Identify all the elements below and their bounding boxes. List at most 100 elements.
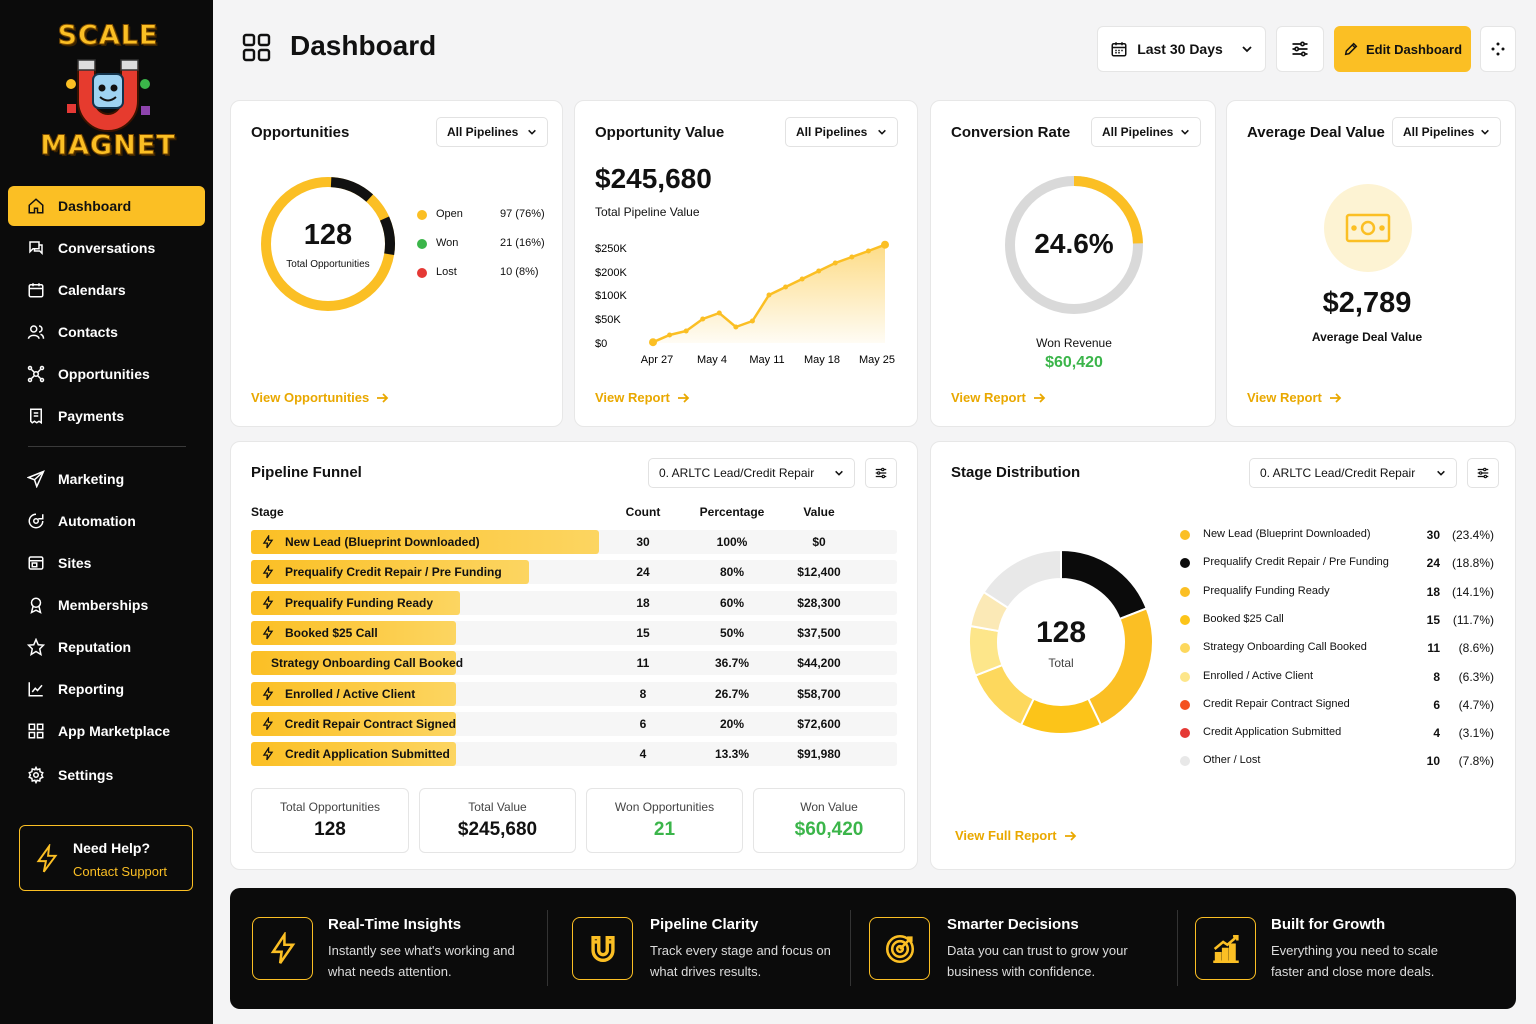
pipeline-filter-select[interactable]: All Pipelines xyxy=(785,117,898,147)
funnel-stage-label: Strategy Onboarding Call Booked xyxy=(271,656,464,671)
magnet-icon-box xyxy=(572,917,633,980)
pipeline-filter-select[interactable]: All Pipelines xyxy=(436,117,548,147)
funnel-row[interactable]: Credit Application Submitted xyxy=(251,742,456,767)
sidebar-item-memberships[interactable]: Memberships xyxy=(8,585,205,625)
data-point xyxy=(649,338,657,347)
legend-count: 18 xyxy=(1426,584,1440,599)
sidebar-item-calendars[interactable]: Calendars xyxy=(8,270,205,310)
sidebar-item-marketing[interactable]: Marketing xyxy=(8,459,205,499)
pipeline-filter-label: All Pipelines xyxy=(447,125,519,139)
stat-won-opportunities: Won Opportunities 21 xyxy=(586,788,743,853)
sidebar-item-automation[interactable]: Automation xyxy=(8,501,205,541)
data-point xyxy=(716,310,722,316)
pipeline-filter-select[interactable]: All Pipelines xyxy=(1091,117,1201,147)
target-icon-box xyxy=(869,917,930,980)
contact-support-link[interactable]: Contact Support xyxy=(73,864,167,879)
pipeline-select[interactable]: 0. ARLTC Lead/Credit Repair xyxy=(648,458,855,488)
funnel-row[interactable]: Enrolled / Active Client xyxy=(251,681,456,706)
sidebar-item-label: Payments xyxy=(58,408,125,424)
col-header-value: Value xyxy=(803,505,835,519)
stage-total-label: Total xyxy=(1048,656,1074,670)
help-box[interactable]: Need Help? Contact Support xyxy=(19,825,193,891)
sidebar-item-dashboard[interactable]: Dashboard xyxy=(8,186,205,226)
x-tick-label: Apr 27 xyxy=(641,354,673,366)
legend-dot xyxy=(1180,614,1190,625)
funnel-stage-label: Booked $25 Call xyxy=(285,625,378,640)
distribution-settings-button[interactable] xyxy=(1467,458,1499,488)
sidebar-item-opportunities[interactable]: Opportunities xyxy=(8,354,205,394)
y-tick-label: $50K xyxy=(595,314,621,326)
pipeline-select[interactable]: 0. ARLTC Lead/Credit Repair xyxy=(1249,458,1457,488)
average-deal-card: Average Deal Value All Pipelines $2,789 … xyxy=(1226,100,1516,427)
funnel-row[interactable]: Credit Repair Contract Signed xyxy=(251,711,456,736)
opportunity-value-card: Opportunity Value All Pipelines $245,680… xyxy=(574,100,918,427)
funnel-count-cell: 6 xyxy=(639,716,647,731)
view-report-link[interactable]: View Report xyxy=(595,390,690,405)
sidebar-item-label: Memberships xyxy=(58,597,149,613)
sidebar-divider xyxy=(28,446,186,447)
col-header-count: Count xyxy=(625,505,661,519)
edit-dashboard-button[interactable]: Edit Dashboard xyxy=(1334,26,1471,72)
pipeline-select-label: 0. ARLTC Lead/Credit Repair xyxy=(1260,466,1416,480)
legend-count: 4 xyxy=(1433,726,1440,741)
link-label: View Report xyxy=(951,390,1026,405)
y-tick-label: $0 xyxy=(595,338,607,350)
funnel-row[interactable]: Strategy Onboarding Call Booked xyxy=(251,651,463,676)
donut-segment xyxy=(379,216,395,256)
more-options-button[interactable] xyxy=(1480,26,1516,72)
card-title: Stage Distribution xyxy=(951,464,1081,481)
legend-count: 10 xyxy=(1426,754,1440,769)
magnet-icon xyxy=(590,935,615,962)
funnel-row[interactable]: Booked $25 Call xyxy=(251,620,456,645)
sidebar-item-label: Opportunities xyxy=(58,366,150,382)
view-opportunities-link[interactable]: View Opportunities xyxy=(251,390,389,405)
view-full-report-link[interactable]: View Full Report xyxy=(955,828,1077,843)
col-header-percentage: Percentage xyxy=(699,505,765,519)
card-title: Conversion Rate xyxy=(951,124,1071,141)
home-icon xyxy=(26,196,46,216)
stage-total: 128 xyxy=(1035,616,1087,649)
bolt-icon xyxy=(262,747,274,761)
growth-chart-icon xyxy=(1212,934,1239,963)
pipeline-filter-label: All Pipelines xyxy=(796,125,868,139)
sidebar-item-contacts[interactable]: Contacts xyxy=(8,312,205,352)
link-label: View Report xyxy=(595,390,670,405)
legend-label: Other / Lost xyxy=(1203,754,1261,767)
stat-label: Won Opportunities xyxy=(614,800,715,814)
sidebar-item-reputation[interactable]: Reputation xyxy=(8,627,205,667)
banner-divider xyxy=(1177,910,1178,986)
funnel-row[interactable]: Prequalify Funding Ready xyxy=(251,590,460,615)
legend-label: Credit Repair Contract Signed xyxy=(1203,697,1350,710)
sidebar-item-payments[interactable]: Payments xyxy=(8,396,205,436)
legend-percent: (3.1%) xyxy=(1458,726,1494,741)
gear-icon xyxy=(26,765,46,785)
legend-label: Booked $25 Call xyxy=(1203,612,1284,625)
legend-label: Credit Application Submitted xyxy=(1203,726,1342,739)
legend-label: Prequalify Credit Repair / Pre Funding xyxy=(1203,556,1389,569)
view-report-link[interactable]: View Report xyxy=(1247,390,1342,405)
pipeline-value-chart: $250K $200K $100K $50K $0 Apr 27 May 4 May 11 Ma… xyxy=(595,240,895,366)
pipeline-filter-select[interactable]: All Pipelines xyxy=(1392,117,1501,147)
card-title: Opportunities xyxy=(251,124,350,141)
view-report-link[interactable]: View Report xyxy=(951,390,1046,405)
funnel-row[interactable]: Prequalify Credit Repair / Pre Funding xyxy=(251,560,530,585)
sidebar-item-app-marketplace[interactable]: App Marketplace xyxy=(8,711,205,751)
sliders-icon xyxy=(1292,41,1308,57)
link-label: View Report xyxy=(1247,390,1322,405)
sidebar-item-label: Reporting xyxy=(58,681,125,697)
sidebar-item-conversations[interactable]: Conversations xyxy=(8,228,205,268)
brand-logo[interactable]: SCALE MAGNET xyxy=(28,18,188,168)
date-range-select[interactable]: Last 30 Days xyxy=(1097,26,1266,72)
sidebar-item-sites[interactable]: Sites xyxy=(8,543,205,583)
target-icon xyxy=(885,934,914,963)
feature-desc: Instantly see what's working and what ne… xyxy=(328,943,515,979)
sidebar-item-reporting[interactable]: Reporting xyxy=(8,669,205,709)
funnel-pct-cell: 13.3% xyxy=(714,747,750,762)
funnel-settings-button[interactable] xyxy=(865,458,897,488)
chat-icon xyxy=(26,238,46,258)
filter-settings-button[interactable] xyxy=(1276,26,1324,72)
funnel-row[interactable]: New Lead (Blueprint Downloaded) xyxy=(251,530,599,554)
sidebar-item-settings[interactable]: Settings xyxy=(8,755,205,795)
sidebar-item-label: Automation xyxy=(58,513,136,529)
data-point xyxy=(766,292,772,298)
